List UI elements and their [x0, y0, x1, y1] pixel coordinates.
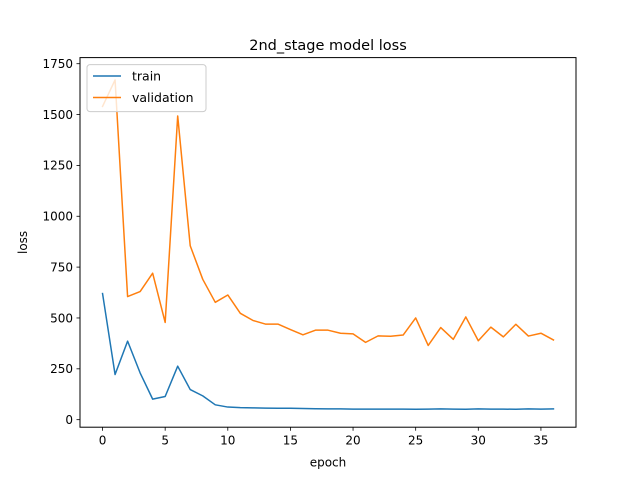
chart-title: 2nd_stage model loss: [249, 38, 407, 54]
x-tick-label: 25: [408, 434, 423, 448]
legend: train validation: [86, 64, 207, 113]
y-tick-label: 500: [50, 311, 73, 325]
legend-label-train: train: [132, 69, 161, 84]
x-tick-label: 20: [345, 434, 360, 448]
y-tick-label: 1000: [42, 210, 73, 224]
y-axis-label: loss: [16, 231, 30, 254]
series-line-train: [101, 292, 555, 411]
y-tick-label: 250: [50, 362, 73, 376]
series-line-validation: [101, 79, 555, 347]
x-tick-label: 10: [220, 434, 235, 448]
y-tick-label: 1500: [42, 108, 73, 122]
y-tick-label: 1250: [42, 159, 73, 173]
y-axis-ticks: 0 250 500 750 1000 1250 1500 1750: [42, 57, 80, 427]
x-tick-label: 5: [161, 434, 169, 448]
legend-label-validation: validation: [132, 90, 194, 105]
x-tick-label: 30: [471, 434, 486, 448]
x-tick-label: 0: [99, 434, 107, 448]
x-tick-label: 15: [283, 434, 298, 448]
y-tick-label: 1750: [42, 57, 73, 71]
x-axis-label: epoch: [310, 456, 347, 470]
y-tick-label: 750: [50, 260, 73, 274]
plot-frame: [79, 57, 577, 428]
series-layer: [101, 79, 555, 411]
x-tick-label: 35: [533, 434, 548, 448]
x-axis-ticks: 0 5 10 15 20 25 30 35: [99, 427, 549, 448]
y-tick-label: 0: [65, 413, 73, 427]
